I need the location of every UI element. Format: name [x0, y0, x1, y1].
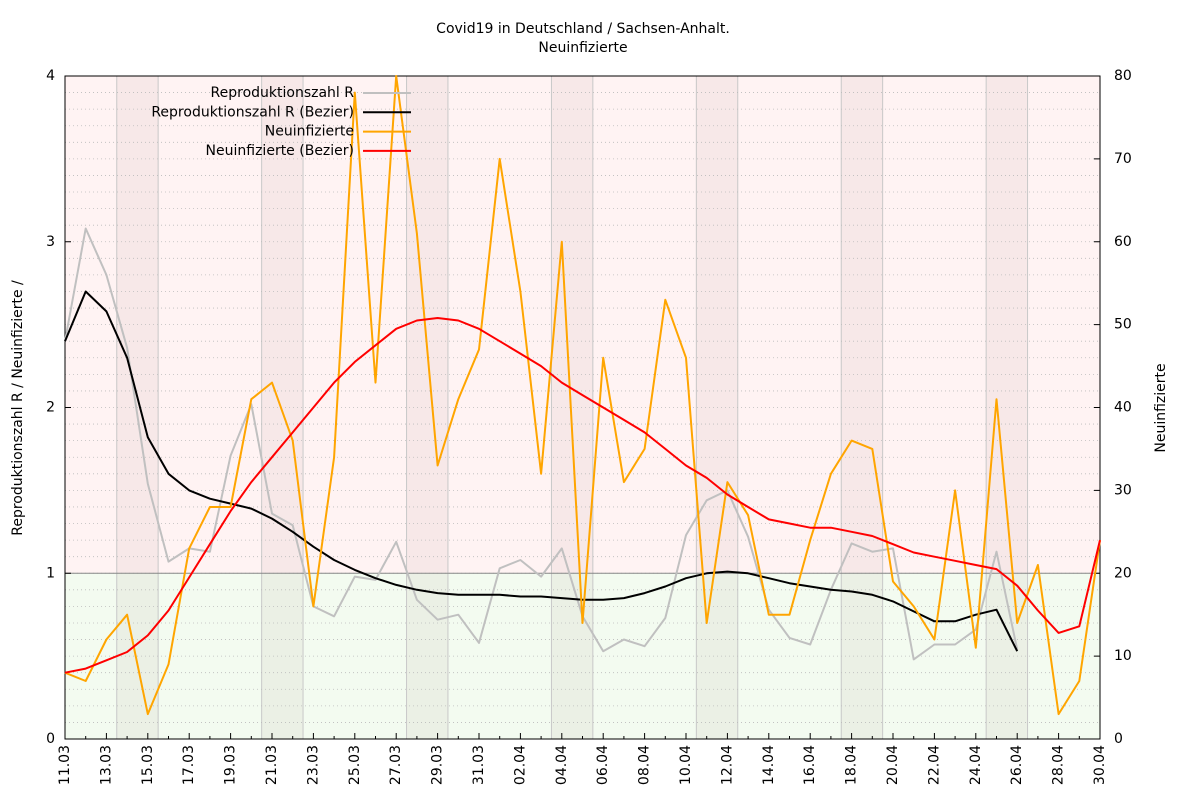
y2-tick-label: 80	[1114, 68, 1132, 84]
x-tick-label: 19.03	[223, 745, 239, 785]
series-line	[64, 317, 1101, 674]
x-tick-label: 18.04	[844, 745, 860, 785]
x-tick-label: 26.04	[1009, 745, 1025, 785]
chart-subtitle: Neuinfizierte	[538, 40, 627, 56]
x-tick-label: 06.04	[595, 745, 611, 785]
y2-tick-label: 60	[1114, 234, 1132, 250]
x-tick-label: 21.03	[264, 745, 280, 785]
series-line	[64, 227, 1019, 661]
weekend-band	[261, 76, 304, 739]
x-tick-label: 28.04	[1051, 745, 1067, 785]
y2-tick-label: 10	[1114, 648, 1132, 664]
series-line	[64, 290, 1019, 652]
y2-tick-label: 40	[1114, 400, 1132, 416]
y2-tick-label: 20	[1114, 565, 1132, 581]
x-tick-label: 15.03	[140, 745, 156, 785]
y-tick-label: 2	[46, 400, 55, 416]
legend-label: Neuinfizierte (Bezier)	[206, 143, 354, 159]
x-tick-label: 29.03	[430, 745, 446, 785]
chart-title: Covid19 in Deutschland / Sachsen-Anhalt.	[436, 21, 730, 37]
x-tick-label: 11.03	[57, 745, 73, 785]
x-tick-label: 30.04	[1092, 745, 1108, 785]
x-tick-label: 24.04	[968, 745, 984, 785]
x-tick-label: 13.03	[98, 745, 114, 785]
series-line	[64, 75, 1101, 716]
y2-tick-label: 0	[1114, 731, 1123, 747]
y2-tick-label: 30	[1114, 482, 1132, 498]
x-tick-label: 14.04	[761, 745, 777, 785]
x-tick-label: 04.04	[554, 745, 570, 785]
x-tick-label: 10.04	[678, 745, 694, 785]
y-axis-label: Reproduktionszahl R / Neuinfizierte /	[10, 280, 26, 536]
x-tick-label: 27.03	[388, 745, 404, 785]
x-tick-label: 23.03	[305, 745, 321, 785]
x-tick-label: 25.03	[347, 745, 363, 785]
x-tick-label: 16.04	[802, 745, 818, 785]
legend-label: Reproduktionszahl R	[211, 85, 355, 101]
y-tick-label: 4	[46, 68, 55, 84]
x-tick-label: 20.04	[885, 745, 901, 785]
legend-label: Reproduktionszahl R (Bezier)	[151, 104, 354, 120]
x-tick-label: 08.04	[637, 745, 653, 785]
x-tick-label: 22.04	[926, 745, 942, 785]
y-tick-label: 1	[46, 565, 55, 581]
x-tick-label: 12.04	[719, 745, 735, 785]
x-tick-label: 17.03	[181, 745, 197, 785]
y-tick-label: 0	[46, 731, 55, 747]
x-tick-label: 31.03	[471, 745, 487, 785]
y2-tick-label: 70	[1114, 151, 1132, 167]
y2-axis-label: Neuinfizierte	[1153, 363, 1169, 452]
y2-tick-label: 50	[1114, 317, 1132, 333]
x-tick-label: 02.04	[512, 745, 528, 785]
y-tick-label: 3	[46, 234, 55, 250]
legend-label: Neuinfizierte	[265, 124, 354, 140]
